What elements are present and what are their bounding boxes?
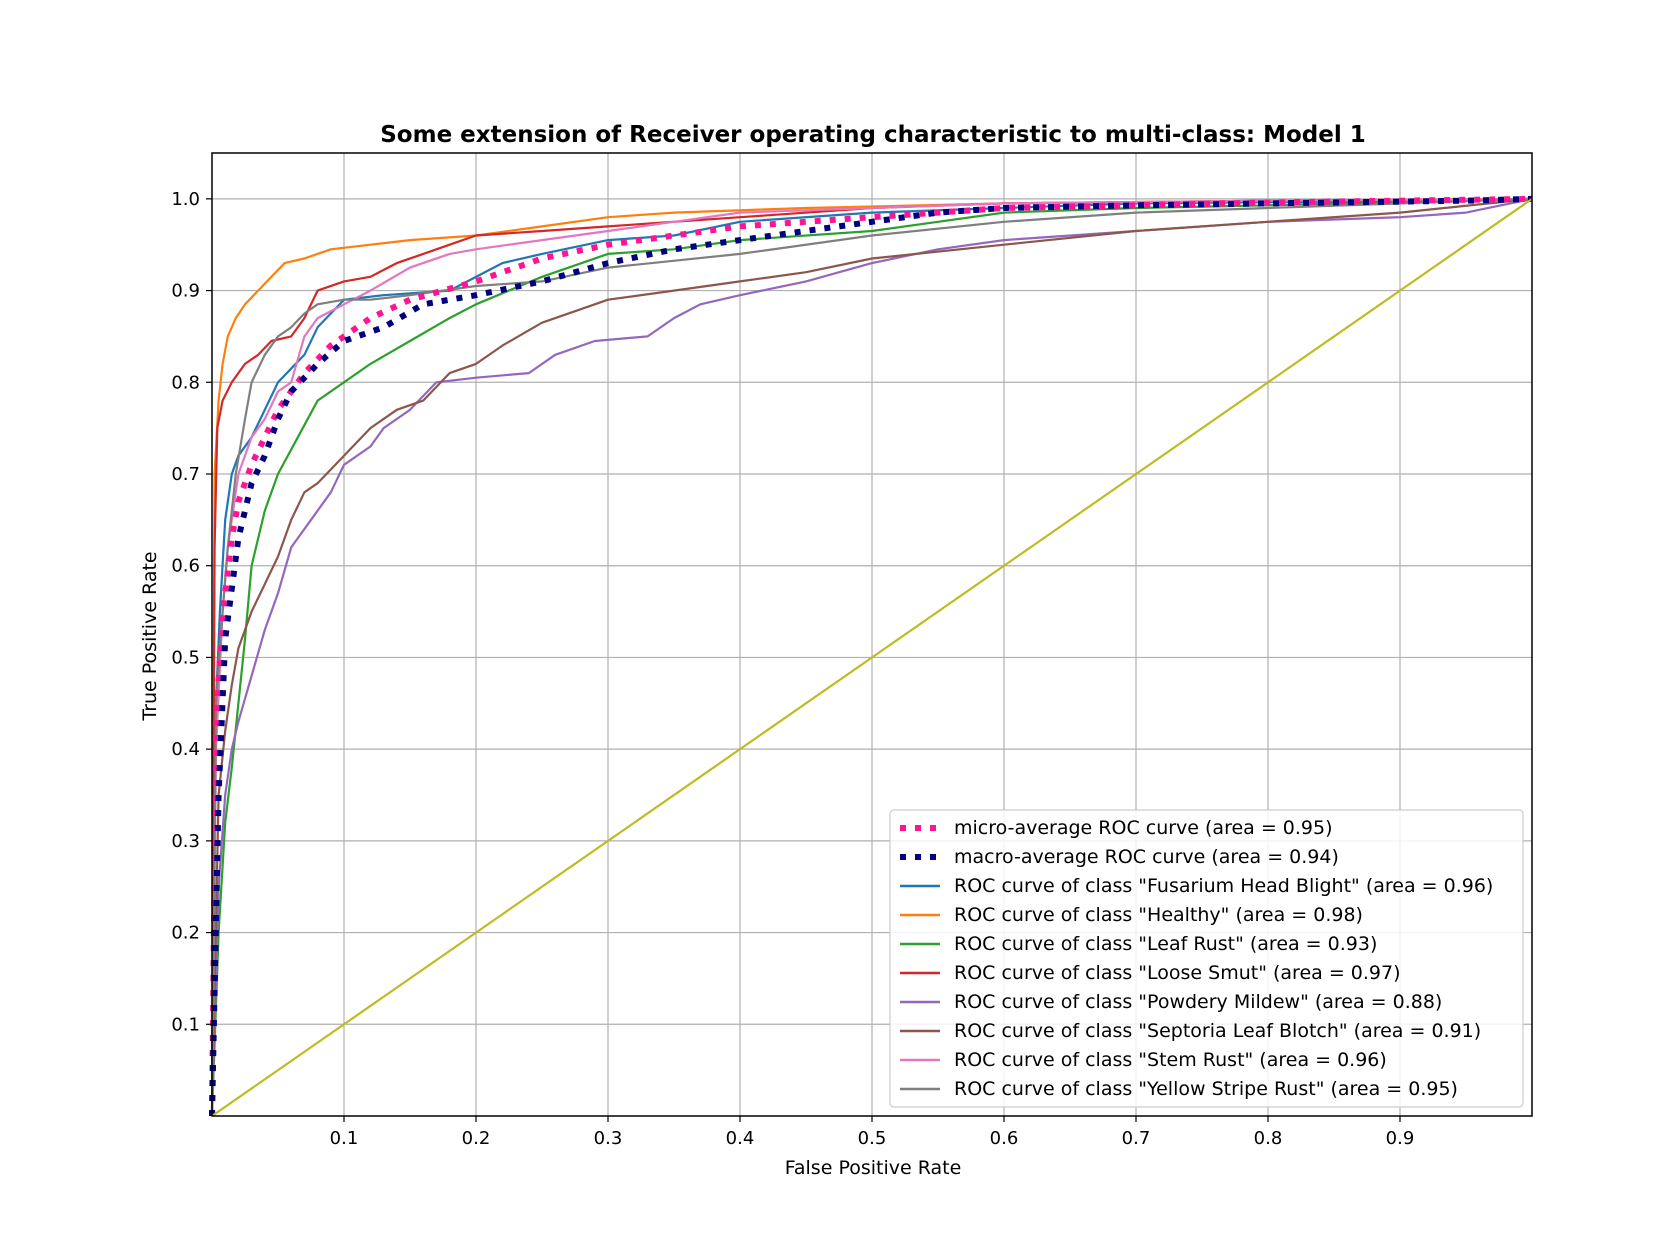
x-tick-label: 0.4 [726, 1128, 755, 1149]
chart-title: Some extension of Receiver operating cha… [380, 122, 1366, 148]
average-roc-curve [209, 195, 1533, 1117]
roc-curves [209, 195, 1533, 1117]
class-roc-curve [210, 197, 1533, 1117]
class-roc-curve [210, 197, 1533, 1117]
legend-label: macro-average ROC curve (area = 0.94) [954, 846, 1339, 868]
x-axis-label: False Positive Rate [785, 1157, 962, 1179]
legend: micro-average ROC curve (area = 0.95) mac… [889, 809, 1524, 1108]
x-tick-label: 0.1 [330, 1128, 359, 1149]
class-roc-curve [210, 197, 1533, 1117]
y-tick-label: 0.1 [171, 1014, 200, 1035]
x-axis-ticks: 0.1 0.2 0.3 0.4 0.5 0.6 0.7 0.8 0.9 [330, 1116, 1415, 1149]
x-tick-label: 0.3 [594, 1128, 623, 1149]
x-tick-label: 0.6 [990, 1128, 1019, 1149]
legend-box [889, 809, 1524, 1108]
class-roc-curve [210, 197, 1533, 1117]
legend-label: ROC curve of class "Septoria Leaf Blotch… [954, 1020, 1481, 1042]
y-tick-label: 0.9 [171, 281, 200, 302]
y-tick-label: 0.7 [171, 464, 200, 485]
class-roc-curve [210, 197, 1533, 1117]
legend-label: ROC curve of class "Healthy" (area = 0.9… [954, 904, 1363, 926]
legend-label: ROC curve of class "Powdery Mildew" (are… [954, 991, 1442, 1013]
y-tick-label: 0.5 [171, 647, 200, 668]
legend-label: ROC curve of class "Fusarium Head Blight… [954, 875, 1493, 897]
x-tick-label: 0.2 [462, 1128, 491, 1149]
legend-label: ROC curve of class "Stem Rust" (area = 0… [954, 1049, 1387, 1071]
class-roc-curve [210, 197, 1533, 1117]
y-tick-label: 0.3 [171, 831, 200, 852]
y-tick-label: 1.0 [171, 189, 200, 210]
legend-label: ROC curve of class "Yellow Stripe Rust" … [954, 1078, 1458, 1100]
y-tick-label: 0.2 [171, 923, 200, 944]
x-tick-label: 0.9 [1386, 1128, 1415, 1149]
y-tick-label: 0.6 [171, 556, 200, 577]
average-roc-curve [209, 195, 1533, 1117]
y-axis-label: True Positive Rate [139, 551, 161, 721]
class-roc-curve [210, 197, 1533, 1117]
legend-label: ROC curve of class "Leaf Rust" (area = 0… [954, 933, 1377, 955]
chance-diagonal-line [211, 197, 1533, 1117]
legend-label: ROC curve of class "Loose Smut" (area = … [954, 962, 1401, 984]
y-tick-label: 0.4 [171, 739, 200, 760]
legend-label: micro-average ROC curve (area = 0.95) [954, 817, 1333, 839]
y-tick-label: 0.8 [171, 372, 200, 393]
class-roc-curve [210, 197, 1533, 1117]
x-tick-label: 0.8 [1254, 1128, 1283, 1149]
x-tick-label: 0.7 [1122, 1128, 1151, 1149]
x-tick-label: 0.5 [858, 1128, 887, 1149]
y-axis-ticks: 0.1 0.2 0.3 0.4 0.5 0.6 0.7 0.8 0.9 1.0 [171, 189, 212, 1035]
